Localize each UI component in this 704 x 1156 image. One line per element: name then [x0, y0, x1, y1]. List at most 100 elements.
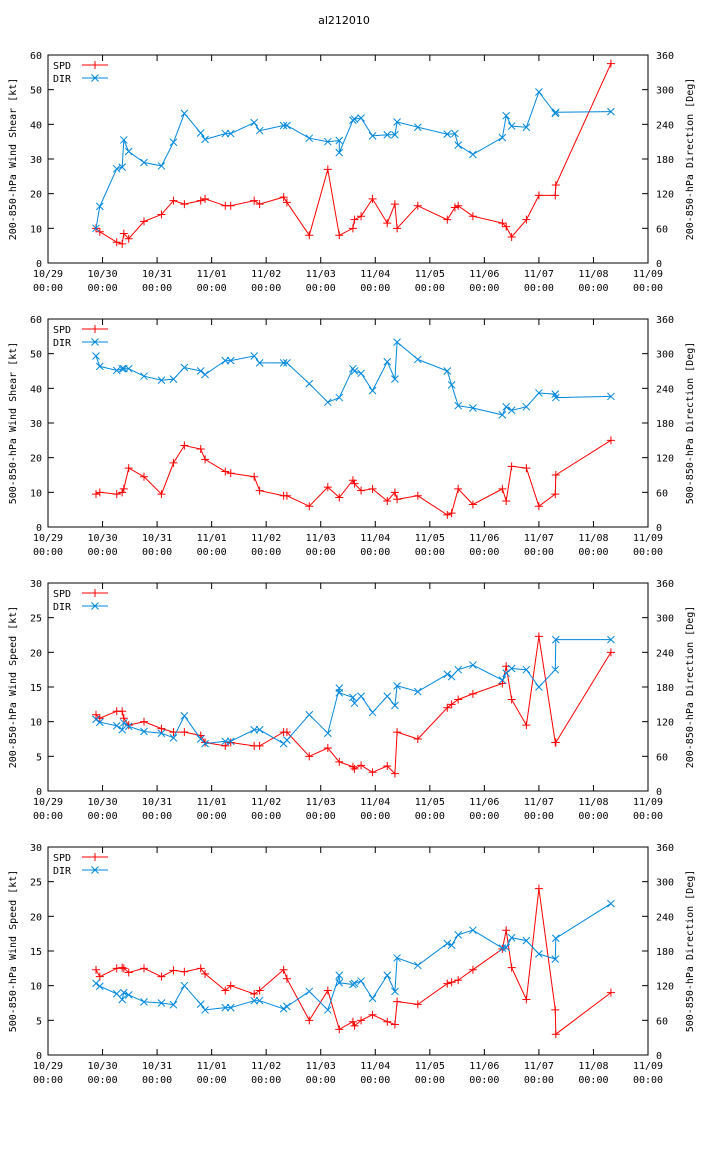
- y-right-tick-label: 0: [656, 259, 662, 270]
- spd-point-marker: [250, 472, 259, 481]
- series-line-spd: [95, 439, 612, 516]
- spd-point-marker: [112, 964, 121, 973]
- y-left-tick-label: 0: [36, 1051, 42, 1062]
- x-tick-time: 00:00: [633, 547, 663, 558]
- page-title: al212010: [318, 14, 370, 27]
- x-tick-date: 11/07: [524, 269, 554, 280]
- y-right-tick-label: 360: [656, 315, 674, 326]
- spd-point-marker: [522, 995, 531, 1004]
- spd-point-marker: [498, 219, 507, 228]
- spd-point-marker: [502, 497, 511, 505]
- spd-point-marker: [348, 224, 357, 233]
- spd-point-marker: [118, 488, 127, 497]
- dir-point-marker: [413, 123, 422, 132]
- y-right-tick-label: 300: [656, 878, 674, 889]
- spd-point-marker: [368, 768, 377, 777]
- x-tick-time: 00:00: [578, 283, 608, 294]
- x-tick-time: 00:00: [87, 283, 117, 294]
- dir-point-marker: [196, 367, 205, 375]
- y-right-tick-label: 240: [656, 912, 674, 923]
- spd-point-marker: [551, 490, 560, 499]
- spd-point-marker: [201, 738, 210, 747]
- spd-point-marker: [124, 464, 133, 473]
- dir-point-marker: [383, 971, 392, 980]
- dir-point-marker: [391, 130, 399, 139]
- spd-point-marker: [157, 490, 166, 499]
- x-tick-date: 11/08: [578, 533, 608, 544]
- dir-point-marker: [92, 979, 100, 988]
- dir-point-marker: [469, 150, 477, 159]
- spd-point-marker: [383, 497, 392, 505]
- x-tick-date: 11/08: [578, 797, 608, 808]
- spd-point-marker: [250, 989, 259, 998]
- plot-frame: [47, 582, 649, 792]
- y-left-tick-label: 30: [30, 843, 42, 854]
- dir-point-marker: [305, 987, 314, 996]
- y-right-tick-label: 240: [656, 384, 674, 395]
- spd-point-marker: [305, 502, 314, 511]
- x-tick-time: 00:00: [524, 1075, 554, 1086]
- dir-point-marker: [502, 943, 511, 952]
- x-tick-date: 11/06: [469, 269, 499, 280]
- chart-panel-1: 0 10 20 30 40 50 60 0 60 120 180 240 300 360 10/29 00:0…: [8, 51, 696, 294]
- spd-point-marker: [383, 762, 392, 771]
- x-tick-time: 00:00: [87, 1075, 117, 1086]
- spd-point-marker: [335, 1025, 344, 1034]
- y-right-axis-label: 500-850-hPa Direction [Deg]: [685, 870, 696, 1033]
- x-tick-time: 00:00: [360, 811, 390, 822]
- spd-point-marker: [534, 632, 543, 641]
- spd-point-marker: [157, 972, 166, 981]
- dir-point-marker: [607, 107, 615, 116]
- x-tick-time: 00:00: [197, 811, 227, 822]
- y-right-tick-label: 360: [656, 843, 674, 854]
- dir-point-marker: [447, 941, 456, 950]
- x-tick-date: 10/29: [33, 269, 63, 280]
- x-tick-date: 11/01: [197, 269, 227, 280]
- spd-point-marker: [522, 215, 531, 224]
- y-left-axis-label: 500-850-hPa Wind Speed [kt]: [8, 870, 19, 1033]
- dir-point-marker: [368, 708, 377, 717]
- spd-point-marker: [92, 710, 100, 719]
- y-right-tick-label: 300: [656, 614, 674, 625]
- x-tick-date: 10/29: [33, 533, 63, 544]
- dir-point-marker: [368, 386, 377, 395]
- x-tick-time: 00:00: [251, 811, 281, 822]
- spd-point-marker: [169, 966, 178, 975]
- x-tick-time: 00:00: [142, 811, 172, 822]
- dir-point-marker: [279, 121, 288, 130]
- dir-point-marker: [119, 988, 128, 997]
- x-tick-date: 11/04: [360, 1061, 390, 1072]
- spd-point-marker: [255, 486, 264, 495]
- dir-point-marker: [357, 114, 365, 122]
- x-tick-time: 00:00: [251, 283, 281, 294]
- spd-point-marker: [522, 464, 531, 473]
- spd-point-marker: [383, 1017, 392, 1026]
- spd-point-marker: [282, 198, 291, 207]
- x-tick-time: 00:00: [524, 283, 554, 294]
- dir-point-marker: [469, 404, 477, 412]
- spd-point-marker: [201, 455, 210, 464]
- spd-point-marker: [393, 224, 402, 233]
- x-tick-date: 11/06: [469, 533, 499, 544]
- y-left-tick-label: 20: [30, 648, 42, 659]
- dir-point-marker: [391, 375, 399, 383]
- dir-point-marker: [157, 729, 166, 738]
- dir-point-marker: [119, 136, 128, 144]
- dir-point-marker: [502, 402, 511, 411]
- dir-point-marker: [255, 725, 264, 734]
- x-tick-time: 00:00: [197, 547, 227, 558]
- x-tick-date: 11/04: [360, 533, 390, 544]
- x-tick-date: 10/30: [87, 533, 117, 544]
- x-tick-date: 11/08: [578, 1061, 608, 1072]
- spd-point-marker: [413, 201, 422, 210]
- dir-point-marker: [250, 352, 259, 360]
- x-tick-time: 00:00: [251, 547, 281, 558]
- dir-point-marker: [454, 141, 463, 149]
- spd-point-marker: [119, 714, 128, 723]
- x-tick-date: 11/09: [633, 797, 663, 808]
- spd-point-marker: [551, 471, 560, 479]
- y-left-tick-label: 5: [36, 1016, 42, 1027]
- spd-point-marker: [443, 510, 452, 519]
- legend-marker-dir: [91, 74, 99, 82]
